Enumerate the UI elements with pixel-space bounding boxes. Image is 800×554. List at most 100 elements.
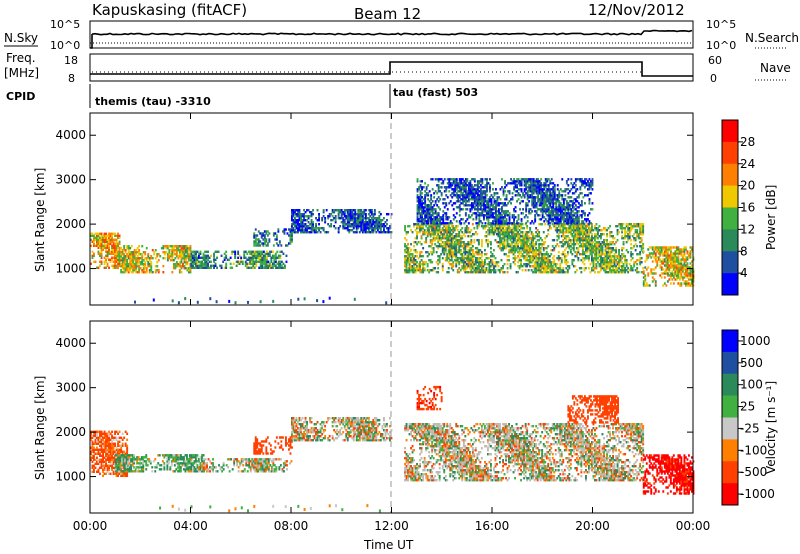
scatter-cell bbox=[630, 243, 633, 246]
scatter-cell bbox=[300, 229, 302, 232]
scatter-cell bbox=[277, 228, 280, 231]
scatter-cell bbox=[486, 194, 488, 197]
scatter-cell bbox=[126, 253, 129, 256]
scatter-cell bbox=[492, 182, 494, 185]
scatter-cell bbox=[364, 231, 367, 234]
freq-left-tick-high: 18 bbox=[64, 54, 78, 67]
freq-right-tick-low: 0 bbox=[710, 72, 717, 85]
scatter-cell bbox=[291, 227, 293, 230]
scatter-cell bbox=[369, 215, 372, 218]
scatter-cell bbox=[199, 266, 202, 269]
scatter-cell bbox=[264, 262, 267, 265]
scatter-cell bbox=[386, 219, 388, 222]
scatter-cell bbox=[324, 231, 327, 234]
scatter-cell bbox=[120, 259, 123, 262]
scatter-cell bbox=[375, 221, 378, 224]
scatter-cell bbox=[434, 208, 437, 211]
scatter-cell bbox=[213, 260, 215, 263]
scatter-cell bbox=[387, 213, 390, 216]
scatter-cell bbox=[360, 217, 363, 220]
scatter-cell bbox=[508, 259, 510, 262]
scatter-cell bbox=[106, 252, 109, 255]
scatter-cell bbox=[263, 240, 266, 243]
scatter-cell bbox=[510, 202, 512, 205]
scatter-cell bbox=[237, 250, 240, 253]
scatter-cell bbox=[404, 265, 406, 268]
scatter-cell bbox=[321, 217, 324, 220]
scatter-cell bbox=[237, 252, 240, 255]
scatter-cell bbox=[190, 252, 193, 255]
scatter-cell bbox=[189, 265, 192, 268]
scatter-cell bbox=[437, 271, 440, 274]
scatter-cell bbox=[414, 241, 417, 244]
scatter-cell bbox=[151, 271, 154, 274]
scatter-cell bbox=[90, 262, 92, 265]
scatter-cell bbox=[337, 229, 340, 232]
scatter-cell bbox=[108, 234, 110, 237]
scatter-cell bbox=[270, 266, 273, 269]
scatter-cell bbox=[117, 264, 119, 267]
scatter-cell bbox=[370, 227, 373, 230]
scatter-cell bbox=[135, 253, 138, 256]
scatter-cell bbox=[346, 219, 349, 222]
scatter-cell bbox=[355, 231, 358, 234]
scatter-cell bbox=[253, 242, 256, 245]
scatter-cell bbox=[195, 260, 197, 263]
scatter-cell bbox=[100, 236, 103, 239]
scatter-cell bbox=[142, 269, 145, 272]
scatter-cell bbox=[109, 242, 112, 245]
scatter-cell bbox=[94, 232, 97, 235]
scatter-cell bbox=[148, 271, 151, 274]
scatter-cell bbox=[636, 229, 639, 232]
scatter-cell bbox=[372, 215, 375, 218]
scatter-cell bbox=[295, 215, 298, 218]
scatter-cell bbox=[622, 223, 625, 226]
scatter-cell bbox=[386, 231, 388, 234]
scatter-cell bbox=[312, 209, 314, 212]
scatter-cell bbox=[360, 209, 363, 212]
scatter-cell bbox=[138, 253, 141, 256]
scatter-cell bbox=[306, 231, 308, 234]
scatter-cell bbox=[174, 245, 177, 248]
scatter-cell bbox=[138, 259, 141, 262]
scatter-cell bbox=[375, 231, 378, 234]
scatter-cell bbox=[108, 238, 110, 241]
scatter-cell bbox=[195, 254, 197, 257]
scatter-cell bbox=[237, 262, 240, 265]
scatter-cell bbox=[501, 178, 503, 181]
scatter-cell bbox=[404, 225, 406, 228]
scatter-cell bbox=[223, 256, 226, 259]
scatter-cell bbox=[234, 252, 237, 255]
scatter-cell bbox=[244, 262, 247, 265]
scatter-cell bbox=[252, 256, 255, 259]
scatter-cell bbox=[634, 249, 637, 252]
scatter-cell bbox=[112, 264, 115, 267]
scatter-cell bbox=[109, 250, 112, 253]
scatter-cell bbox=[156, 265, 159, 268]
scatter-cell bbox=[106, 246, 109, 249]
scatter-cell bbox=[346, 213, 349, 216]
scatter-cell bbox=[354, 213, 357, 216]
scatter-cell bbox=[257, 240, 260, 243]
scatter-cell bbox=[124, 267, 127, 270]
scatter-cell bbox=[257, 230, 260, 233]
scatter-cell bbox=[93, 244, 95, 247]
scatter-cell bbox=[190, 254, 193, 257]
scatter-cell bbox=[180, 257, 183, 260]
scatter-cell bbox=[213, 254, 215, 257]
scatter-cell bbox=[195, 258, 197, 261]
scatter-cell bbox=[115, 242, 118, 245]
scatter-cell bbox=[217, 250, 220, 253]
scatter-cell bbox=[114, 264, 116, 267]
scatter-cell bbox=[127, 249, 130, 252]
scatter-cell bbox=[259, 266, 262, 269]
scatter-cell bbox=[108, 232, 110, 235]
scatter-cell bbox=[292, 215, 295, 218]
scatter-cell bbox=[121, 257, 124, 260]
scatter-cell bbox=[357, 221, 360, 224]
scatter-cell bbox=[364, 217, 367, 220]
scatter-cell bbox=[352, 209, 355, 212]
scatter-cell bbox=[277, 264, 280, 267]
scatter-cell bbox=[253, 254, 256, 257]
scatter-cell bbox=[189, 257, 192, 260]
